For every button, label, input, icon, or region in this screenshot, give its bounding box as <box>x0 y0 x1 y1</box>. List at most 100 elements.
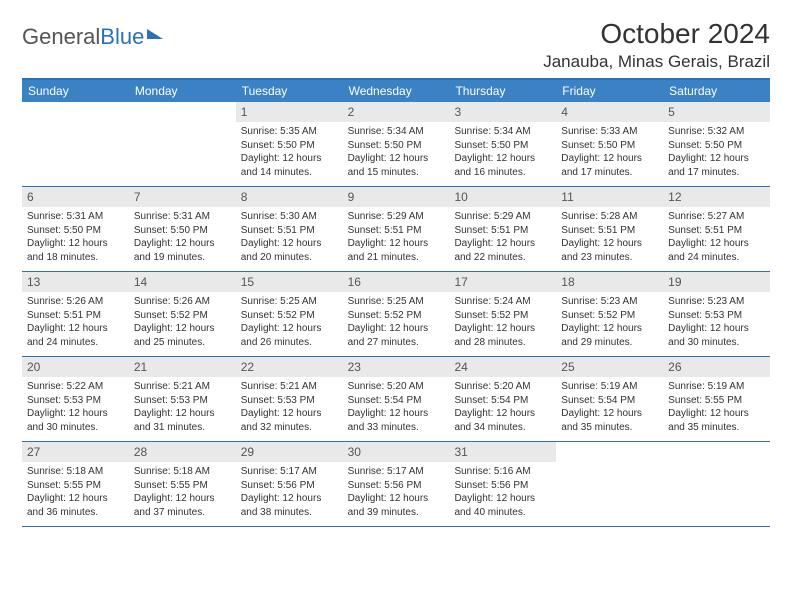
daylight-text: Daylight: 12 hours and 37 minutes. <box>134 492 231 519</box>
sunrise-text: Sunrise: 5:31 AM <box>134 210 231 224</box>
sunrise-text: Sunrise: 5:18 AM <box>134 465 231 479</box>
sunrise-text: Sunrise: 5:21 AM <box>241 380 338 394</box>
day-body: Sunrise: 5:16 AMSunset: 5:56 PMDaylight:… <box>449 462 556 523</box>
sunset-text: Sunset: 5:54 PM <box>454 394 551 408</box>
daylight-text: Daylight: 12 hours and 14 minutes. <box>241 152 338 179</box>
sunrise-text: Sunrise: 5:20 AM <box>348 380 445 394</box>
day-body: Sunrise: 5:25 AMSunset: 5:52 PMDaylight:… <box>236 292 343 353</box>
daylight-text: Daylight: 12 hours and 39 minutes. <box>348 492 445 519</box>
daylight-text: Daylight: 12 hours and 23 minutes. <box>561 237 658 264</box>
sunset-text: Sunset: 5:51 PM <box>561 224 658 238</box>
day-body: Sunrise: 5:21 AMSunset: 5:53 PMDaylight:… <box>236 377 343 438</box>
day-number: 9 <box>343 187 450 207</box>
day-cell: 2Sunrise: 5:34 AMSunset: 5:50 PMDaylight… <box>343 102 450 186</box>
day-cell: 31Sunrise: 5:16 AMSunset: 5:56 PMDayligh… <box>449 442 556 526</box>
weekday-header: Saturday <box>663 80 770 102</box>
sunset-text: Sunset: 5:53 PM <box>668 309 765 323</box>
sunset-text: Sunset: 5:53 PM <box>241 394 338 408</box>
day-number: 14 <box>129 272 236 292</box>
daylight-text: Daylight: 12 hours and 36 minutes. <box>27 492 124 519</box>
week-row: 20Sunrise: 5:22 AMSunset: 5:53 PMDayligh… <box>22 357 770 442</box>
day-cell: 25Sunrise: 5:19 AMSunset: 5:54 PMDayligh… <box>556 357 663 441</box>
day-cell: 5Sunrise: 5:32 AMSunset: 5:50 PMDaylight… <box>663 102 770 186</box>
week-row: 27Sunrise: 5:18 AMSunset: 5:55 PMDayligh… <box>22 442 770 527</box>
daylight-text: Daylight: 12 hours and 34 minutes. <box>454 407 551 434</box>
daylight-text: Daylight: 12 hours and 17 minutes. <box>668 152 765 179</box>
sunset-text: Sunset: 5:56 PM <box>241 479 338 493</box>
sunrise-text: Sunrise: 5:16 AM <box>454 465 551 479</box>
day-number: 22 <box>236 357 343 377</box>
day-number: 26 <box>663 357 770 377</box>
day-body: Sunrise: 5:27 AMSunset: 5:51 PMDaylight:… <box>663 207 770 268</box>
weekday-header: Monday <box>129 80 236 102</box>
day-number: 18 <box>556 272 663 292</box>
day-number: 21 <box>129 357 236 377</box>
sunset-text: Sunset: 5:53 PM <box>27 394 124 408</box>
day-cell: 16Sunrise: 5:25 AMSunset: 5:52 PMDayligh… <box>343 272 450 356</box>
daylight-text: Daylight: 12 hours and 15 minutes. <box>348 152 445 179</box>
daylight-text: Daylight: 12 hours and 35 minutes. <box>668 407 765 434</box>
day-cell <box>22 102 129 186</box>
sunset-text: Sunset: 5:50 PM <box>668 139 765 153</box>
sunset-text: Sunset: 5:52 PM <box>241 309 338 323</box>
day-cell: 4Sunrise: 5:33 AMSunset: 5:50 PMDaylight… <box>556 102 663 186</box>
day-body: Sunrise: 5:20 AMSunset: 5:54 PMDaylight:… <box>449 377 556 438</box>
day-cell: 21Sunrise: 5:21 AMSunset: 5:53 PMDayligh… <box>129 357 236 441</box>
day-number: 24 <box>449 357 556 377</box>
day-cell: 13Sunrise: 5:26 AMSunset: 5:51 PMDayligh… <box>22 272 129 356</box>
sunset-text: Sunset: 5:51 PM <box>241 224 338 238</box>
sunrise-text: Sunrise: 5:32 AM <box>668 125 765 139</box>
day-cell: 29Sunrise: 5:17 AMSunset: 5:56 PMDayligh… <box>236 442 343 526</box>
daylight-text: Daylight: 12 hours and 32 minutes. <box>241 407 338 434</box>
sunrise-text: Sunrise: 5:25 AM <box>241 295 338 309</box>
sunset-text: Sunset: 5:55 PM <box>134 479 231 493</box>
sunset-text: Sunset: 5:53 PM <box>134 394 231 408</box>
sunset-text: Sunset: 5:51 PM <box>668 224 765 238</box>
day-body: Sunrise: 5:23 AMSunset: 5:52 PMDaylight:… <box>556 292 663 353</box>
sunrise-text: Sunrise: 5:29 AM <box>348 210 445 224</box>
sunrise-text: Sunrise: 5:28 AM <box>561 210 658 224</box>
sunset-text: Sunset: 5:55 PM <box>27 479 124 493</box>
weeks-container: 1Sunrise: 5:35 AMSunset: 5:50 PMDaylight… <box>22 102 770 527</box>
week-row: 1Sunrise: 5:35 AMSunset: 5:50 PMDaylight… <box>22 102 770 187</box>
day-cell: 12Sunrise: 5:27 AMSunset: 5:51 PMDayligh… <box>663 187 770 271</box>
day-number: 3 <box>449 102 556 122</box>
day-number: 11 <box>556 187 663 207</box>
daylight-text: Daylight: 12 hours and 18 minutes. <box>27 237 124 264</box>
day-number: 28 <box>129 442 236 462</box>
day-body: Sunrise: 5:20 AMSunset: 5:54 PMDaylight:… <box>343 377 450 438</box>
day-body: Sunrise: 5:18 AMSunset: 5:55 PMDaylight:… <box>22 462 129 523</box>
day-number: 6 <box>22 187 129 207</box>
day-body: Sunrise: 5:33 AMSunset: 5:50 PMDaylight:… <box>556 122 663 183</box>
day-body: Sunrise: 5:22 AMSunset: 5:53 PMDaylight:… <box>22 377 129 438</box>
sunset-text: Sunset: 5:52 PM <box>134 309 231 323</box>
day-cell: 27Sunrise: 5:18 AMSunset: 5:55 PMDayligh… <box>22 442 129 526</box>
weekday-header: Sunday <box>22 80 129 102</box>
sunrise-text: Sunrise: 5:35 AM <box>241 125 338 139</box>
weekday-header: Thursday <box>449 80 556 102</box>
location-label: Janauba, Minas Gerais, Brazil <box>22 52 770 72</box>
sunset-text: Sunset: 5:51 PM <box>27 309 124 323</box>
title-block: October 2024 <box>600 18 770 50</box>
sunrise-text: Sunrise: 5:18 AM <box>27 465 124 479</box>
sunset-text: Sunset: 5:56 PM <box>348 479 445 493</box>
daylight-text: Daylight: 12 hours and 35 minutes. <box>561 407 658 434</box>
daylight-text: Daylight: 12 hours and 25 minutes. <box>134 322 231 349</box>
sunset-text: Sunset: 5:54 PM <box>561 394 658 408</box>
day-cell: 15Sunrise: 5:25 AMSunset: 5:52 PMDayligh… <box>236 272 343 356</box>
day-cell <box>663 442 770 526</box>
daylight-text: Daylight: 12 hours and 24 minutes. <box>27 322 124 349</box>
day-cell <box>556 442 663 526</box>
sunrise-text: Sunrise: 5:33 AM <box>561 125 658 139</box>
sunrise-text: Sunrise: 5:17 AM <box>241 465 338 479</box>
day-number: 23 <box>343 357 450 377</box>
day-cell: 20Sunrise: 5:22 AMSunset: 5:53 PMDayligh… <box>22 357 129 441</box>
sunset-text: Sunset: 5:55 PM <box>668 394 765 408</box>
day-body: Sunrise: 5:17 AMSunset: 5:56 PMDaylight:… <box>236 462 343 523</box>
logo: GeneralBlue <box>22 24 163 50</box>
sunrise-text: Sunrise: 5:29 AM <box>454 210 551 224</box>
day-body: Sunrise: 5:23 AMSunset: 5:53 PMDaylight:… <box>663 292 770 353</box>
day-body: Sunrise: 5:17 AMSunset: 5:56 PMDaylight:… <box>343 462 450 523</box>
week-row: 13Sunrise: 5:26 AMSunset: 5:51 PMDayligh… <box>22 272 770 357</box>
day-number: 10 <box>449 187 556 207</box>
